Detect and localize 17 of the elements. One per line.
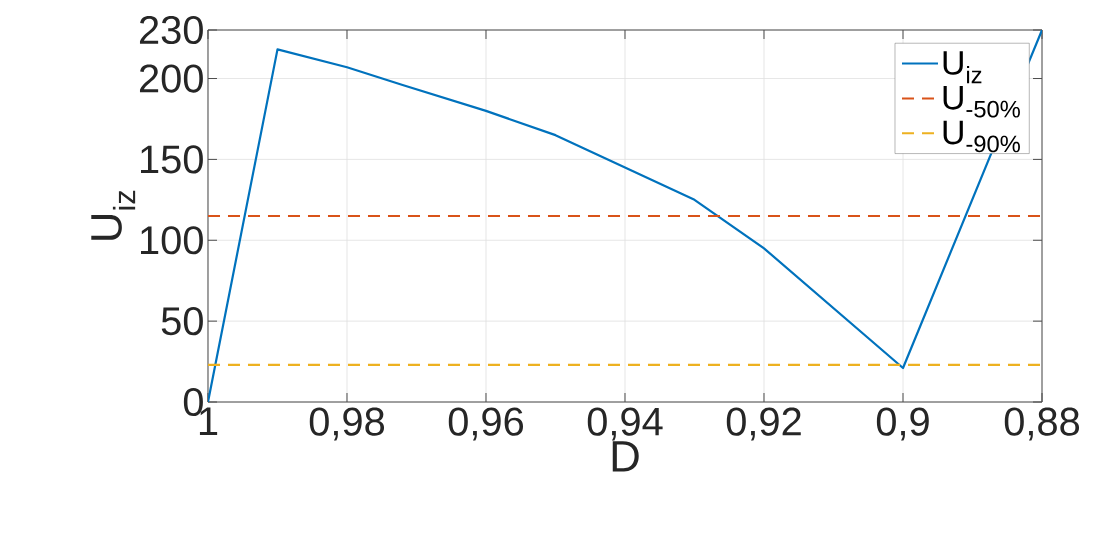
- y-tick-label: 100: [141, 226, 203, 255]
- x-tick-label: 0,88: [1004, 407, 1080, 441]
- y-tick-label: 230: [139, 15, 203, 45]
- x-tick-label: 0,9: [876, 407, 929, 441]
- x-tick-label: 0,94: [587, 407, 663, 441]
- y-tick-label: 50: [161, 307, 203, 336]
- x-tick-label: 0,92: [726, 407, 801, 441]
- x-axis-title: D: [612, 441, 639, 472]
- line-series: [207, 30, 1042, 402]
- y-axis-title: U$_{iz}$: [91, 190, 136, 240]
- y-tick-label: 200: [139, 64, 203, 93]
- legend-label: U$_{-50%}$: [943, 85, 1020, 118]
- legend-label: U$_{iz}$: [943, 51, 982, 84]
- y-tick-label: 150: [141, 145, 203, 174]
- x-tick-label: 0,96: [448, 407, 524, 441]
- x-tick-label: 0,98: [309, 407, 385, 441]
- legend-label: U$_{-90%}$: [943, 120, 1020, 153]
